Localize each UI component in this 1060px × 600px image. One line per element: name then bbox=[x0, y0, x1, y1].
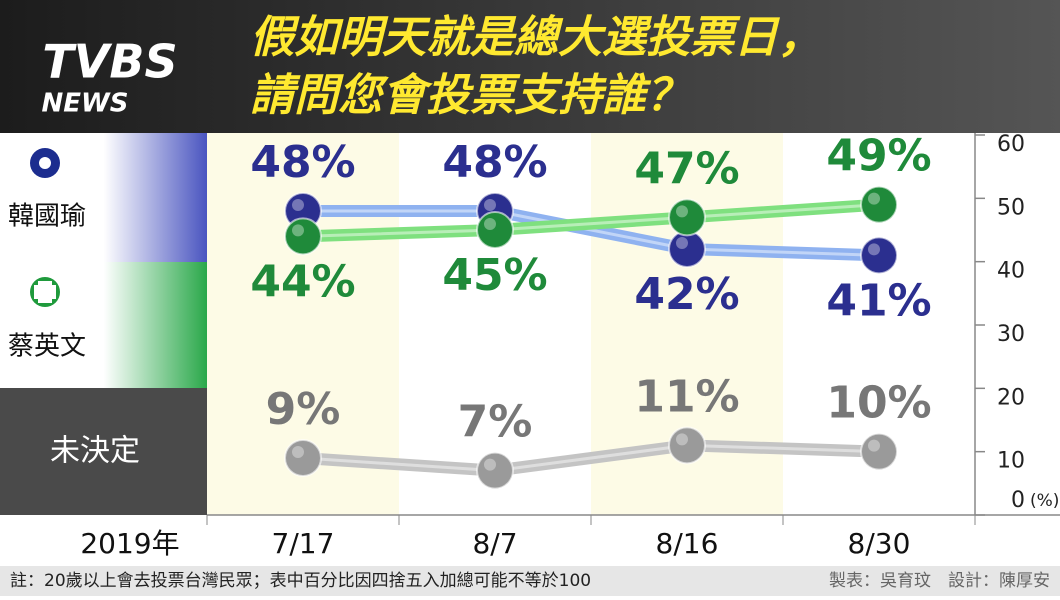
point-shine bbox=[676, 205, 688, 218]
logo-sub: NEWS bbox=[42, 89, 129, 119]
y-tick-label: 20 bbox=[997, 385, 1025, 410]
point-shine bbox=[292, 224, 304, 237]
series-line-highlight bbox=[303, 209, 880, 257]
x-tick-label: 7/17 bbox=[272, 527, 335, 560]
y-unit: (%) bbox=[1030, 491, 1059, 511]
point-shine bbox=[484, 218, 496, 230]
header bbox=[0, 0, 1060, 133]
data-point bbox=[284, 439, 322, 477]
series-line-highlight bbox=[302, 203, 880, 238]
value-label: 47% bbox=[634, 143, 739, 194]
y-tick-label: 50 bbox=[997, 195, 1025, 220]
data-point bbox=[860, 236, 898, 275]
series-line bbox=[302, 198, 880, 243]
legend-label: 韓國瑜 bbox=[8, 202, 86, 232]
legend-label: 蔡英文 bbox=[8, 332, 86, 362]
value-label: 44% bbox=[250, 256, 355, 307]
y-tick-label: 0 bbox=[1011, 488, 1025, 513]
data-point bbox=[476, 451, 514, 490]
value-label: 10% bbox=[826, 378, 931, 429]
x-tick-label: 8/16 bbox=[656, 527, 719, 560]
point-shine bbox=[676, 433, 688, 446]
credits: 製表：吳育玟 設計：陳厚安 bbox=[829, 571, 1050, 591]
y-tick-label: 30 bbox=[997, 322, 1025, 347]
data-point bbox=[668, 198, 706, 237]
footer bbox=[0, 566, 1060, 596]
point-shine bbox=[868, 243, 880, 256]
legend-bg bbox=[0, 388, 207, 515]
data-point bbox=[668, 230, 706, 268]
x-tick-label: 8/30 bbox=[848, 527, 911, 560]
series-line bbox=[303, 205, 880, 262]
data-point bbox=[860, 185, 898, 224]
data-point bbox=[860, 432, 898, 471]
data-point bbox=[668, 426, 706, 465]
value-label: 7% bbox=[458, 397, 533, 448]
series-line bbox=[302, 439, 880, 477]
logo: TVBS bbox=[42, 35, 177, 89]
point-shine bbox=[868, 439, 880, 452]
party-icon bbox=[39, 157, 51, 169]
value-label: 48% bbox=[250, 137, 355, 188]
value-label: 45% bbox=[442, 250, 547, 301]
point-shine bbox=[484, 458, 496, 471]
y-tick-label: 10 bbox=[997, 449, 1025, 474]
legend-bg bbox=[0, 262, 207, 388]
data-point bbox=[284, 217, 322, 256]
series-line-highlight bbox=[302, 443, 880, 473]
point-shine bbox=[676, 237, 688, 249]
point-shine bbox=[868, 192, 880, 205]
point-shine bbox=[292, 446, 304, 458]
value-label: 49% bbox=[826, 131, 931, 182]
point-shine bbox=[484, 199, 496, 211]
value-label: 41% bbox=[826, 275, 931, 326]
legend-label: 未決定 bbox=[50, 434, 140, 469]
value-label: 42% bbox=[634, 269, 739, 320]
party-icon bbox=[34, 285, 56, 299]
footnote: 註：20歲以上會去投票台灣民眾；表中百分比因四捨五入加總可能不等於100 bbox=[10, 571, 591, 591]
x-caption: 2019年 bbox=[80, 527, 179, 560]
y-tick-label: 40 bbox=[997, 259, 1025, 284]
value-label: 9% bbox=[266, 384, 341, 435]
title: 假如明天就是總大選投票日， bbox=[250, 12, 822, 63]
data-point bbox=[476, 211, 514, 249]
x-tick-label: 8/7 bbox=[472, 527, 517, 560]
point-shine bbox=[292, 199, 304, 211]
y-tick-label: 60 bbox=[997, 132, 1025, 157]
value-label: 48% bbox=[442, 137, 547, 188]
value-label: 11% bbox=[634, 371, 739, 422]
legend-bg bbox=[0, 133, 207, 262]
title: 請問您會投票支持誰？ bbox=[250, 70, 690, 121]
